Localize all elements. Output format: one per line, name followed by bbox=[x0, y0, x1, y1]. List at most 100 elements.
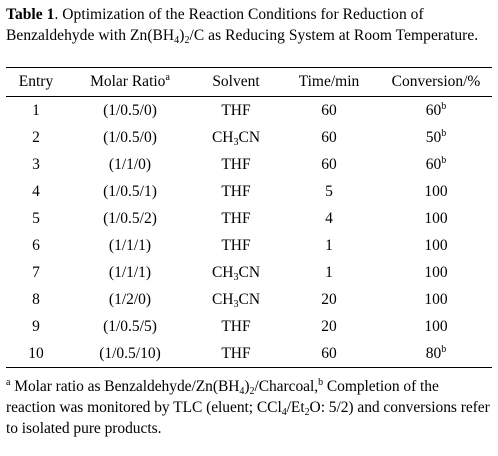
caption-text-3: /C as Reducing System at Room Temperatur… bbox=[189, 27, 479, 44]
caption-text-1: . Optimization of the Reaction Condition… bbox=[6, 6, 424, 44]
cell-conversion: 100 bbox=[380, 232, 492, 259]
solvent-subscript: 3 bbox=[233, 271, 239, 283]
conversion-value: 100 bbox=[424, 317, 448, 335]
cell-molar-ratio: (1/1/0) bbox=[108, 155, 152, 173]
cell-time: 60 bbox=[321, 101, 337, 119]
cell-solvent: THF bbox=[194, 313, 278, 340]
solvent-tail: CN bbox=[238, 263, 261, 281]
conversion-value: 100 bbox=[424, 182, 448, 200]
cell-entry: 10 bbox=[6, 340, 66, 368]
footnote-b-subscript-2: 2 bbox=[304, 407, 310, 418]
table-row: 10 (1/0.5/10) THF 60 80b bbox=[6, 340, 492, 368]
footnote-b-text-2: /Et bbox=[286, 399, 305, 416]
solvent-main: THF bbox=[221, 182, 251, 200]
solvent-main: THF bbox=[221, 209, 251, 227]
cell-solvent: THF bbox=[194, 205, 278, 232]
cell-solvent: THF bbox=[194, 232, 278, 259]
cell-molar-ratio: (1/1/1) bbox=[108, 236, 152, 254]
cell-entry: 3 bbox=[32, 155, 40, 173]
cell-solvent: THF bbox=[194, 97, 278, 125]
conversion-value: 100 bbox=[424, 236, 448, 254]
cell-entry: 5 bbox=[32, 209, 40, 227]
conversion-value: 50 bbox=[425, 128, 442, 146]
cell-solvent: THF bbox=[194, 340, 278, 368]
cell-time: 4 bbox=[325, 209, 333, 227]
column-header-conversion: Conversion/% bbox=[380, 67, 492, 97]
cell-time: 60 bbox=[278, 340, 380, 368]
solvent-main: THF bbox=[221, 236, 251, 254]
conversion-footnote-mark: b bbox=[441, 127, 447, 139]
solvent-main: THF bbox=[221, 101, 251, 119]
results-table: Entry Molar Ratioa Solvent Time/min Conv… bbox=[6, 67, 492, 368]
cell-entry: 6 bbox=[32, 236, 40, 254]
cell-solvent: CH3CN bbox=[194, 124, 278, 151]
caption-subscript-2: 2 bbox=[184, 35, 190, 46]
conversion-footnote-mark: b bbox=[441, 343, 447, 355]
cell-solvent: THF bbox=[194, 151, 278, 178]
cell-entry: 7 bbox=[32, 263, 40, 281]
cell-molar-ratio: (1/0.5/0) bbox=[103, 128, 157, 146]
conversion-footnote-mark: b bbox=[441, 154, 447, 166]
conversion-footnote-mark: b bbox=[441, 100, 447, 112]
cell-entry: 4 bbox=[32, 182, 40, 200]
solvent-tail: CN bbox=[238, 290, 261, 308]
footnote-a-subscript-1: 4 bbox=[239, 386, 245, 397]
cell-time: 5 bbox=[325, 182, 333, 200]
conversion-value: 100 bbox=[424, 263, 448, 281]
table-row: 7 (1/1/1) CH3CN 1 100 bbox=[6, 259, 492, 286]
cell-conversion: 100 bbox=[380, 286, 492, 313]
caption-subscript-1: 4 bbox=[174, 35, 180, 46]
cell-conversion: 100 bbox=[380, 205, 492, 232]
cell-molar-ratio: (1/0.5/0) bbox=[103, 101, 157, 119]
cell-conversion: 60b bbox=[380, 97, 492, 125]
cell-molar-ratio: (1/1/1) bbox=[108, 263, 152, 281]
solvent-main: CH bbox=[211, 290, 234, 308]
header-row: Entry Molar Ratioa Solvent Time/min Conv… bbox=[6, 67, 492, 97]
footnote-a-subscript-2: 2 bbox=[249, 386, 255, 397]
table-row: 3 (1/1/0) THF 60 60b bbox=[6, 151, 492, 178]
footnote-a-text-1: Molar ratio as Benzaldehyde/Zn(BH bbox=[10, 378, 240, 395]
cell-conversion: 100 bbox=[380, 178, 492, 205]
table-row: 8 (1/2/0) CH3CN 20 100 bbox=[6, 286, 492, 313]
footnote-a-text-2: ) bbox=[244, 378, 250, 395]
cell-solvent: CH3CN bbox=[194, 286, 278, 313]
solvent-main: THF bbox=[221, 317, 251, 335]
cell-molar-ratio: (1/2/0) bbox=[108, 290, 152, 308]
cell-conversion: 60b bbox=[380, 151, 492, 178]
conversion-value: 80 bbox=[425, 344, 442, 362]
cell-time: 1 bbox=[325, 236, 333, 254]
footnote-b-subscript-1: 4 bbox=[281, 407, 287, 418]
solvent-subscript: 3 bbox=[233, 298, 239, 310]
cell-time: 20 bbox=[321, 317, 337, 335]
solvent-main: CH bbox=[211, 128, 234, 146]
cell-solvent: THF bbox=[194, 178, 278, 205]
column-header-solvent: Solvent bbox=[194, 67, 278, 97]
conversion-value: 60 bbox=[425, 155, 442, 173]
solvent-main: THF bbox=[221, 344, 251, 362]
footnote-a-text-3: /Charcoal, bbox=[254, 378, 319, 395]
cell-time: 1 bbox=[325, 263, 333, 281]
cell-conversion: 100 bbox=[380, 313, 492, 340]
table-row: 2 (1/0.5/0) CH3CN 60 50b bbox=[6, 124, 492, 151]
cell-entry: 1 bbox=[32, 101, 40, 119]
table-row: 6 (1/1/1) THF 1 100 bbox=[6, 232, 492, 259]
column-header-time: Time/min bbox=[278, 67, 380, 97]
conversion-value: 100 bbox=[424, 290, 448, 308]
cell-entry: 9 bbox=[32, 317, 40, 335]
cell-solvent: CH3CN bbox=[194, 259, 278, 286]
cell-molar-ratio: (1/0.5/5) bbox=[103, 317, 157, 335]
cell-molar-ratio: (1/0.5/10) bbox=[66, 340, 194, 368]
conversion-value: 100 bbox=[424, 209, 448, 227]
solvent-tail: CN bbox=[238, 128, 261, 146]
table-row: 1 (1/0.5/0) THF 60 60b bbox=[6, 97, 492, 125]
cell-time: 60 bbox=[321, 155, 337, 173]
cell-molar-ratio: (1/0.5/2) bbox=[103, 209, 157, 227]
cell-conversion: 50b bbox=[380, 124, 492, 151]
caption-text-2: ) bbox=[179, 27, 185, 44]
cell-molar-ratio: (1/0.5/1) bbox=[103, 182, 157, 200]
footnote-mark-b: b bbox=[318, 377, 324, 388]
cell-time: 60 bbox=[321, 128, 337, 146]
cell-entry: 2 bbox=[32, 128, 40, 146]
cell-conversion: 80b bbox=[380, 340, 492, 368]
